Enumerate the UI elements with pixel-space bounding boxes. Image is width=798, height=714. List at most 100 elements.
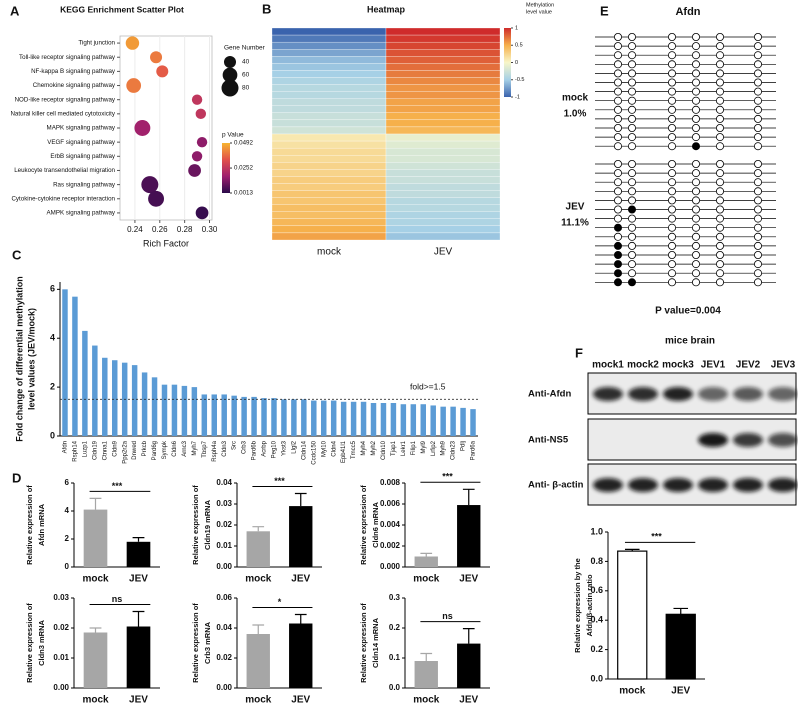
group-percent: 11.1% bbox=[561, 218, 589, 229]
cpg-site bbox=[716, 87, 725, 96]
cpg-site bbox=[668, 278, 677, 287]
heatmap-cell bbox=[271, 133, 387, 142]
cpg-site bbox=[754, 223, 763, 232]
cpg-site bbox=[628, 205, 637, 214]
heatmap-cell bbox=[385, 218, 501, 227]
blot-band bbox=[628, 478, 658, 492]
cpg-site bbox=[614, 105, 623, 114]
lane-label: JEV2 bbox=[736, 360, 761, 371]
bubble bbox=[150, 51, 163, 64]
error-bar bbox=[420, 652, 433, 661]
y-axis-label: Relative expression of bbox=[25, 485, 34, 565]
colorbar-tick-label: 0 bbox=[515, 60, 518, 66]
cpg-site bbox=[692, 42, 701, 51]
heatmap-cell bbox=[271, 49, 387, 57]
bubble bbox=[141, 176, 159, 194]
heatmap-cell bbox=[385, 183, 501, 191]
bar bbox=[665, 613, 696, 680]
colorbar-tick-label: 0.0013 bbox=[234, 190, 253, 197]
cpg-site bbox=[614, 232, 623, 241]
bar bbox=[350, 401, 357, 436]
cpg-site bbox=[754, 105, 763, 114]
x-tick-label: Tjap1 bbox=[391, 440, 397, 456]
panel-label: E bbox=[600, 3, 609, 18]
cpg-site bbox=[716, 196, 725, 205]
bar bbox=[112, 360, 118, 436]
y-axis-label: Crb3 mRNA bbox=[203, 621, 212, 664]
y-tick-label: 0 bbox=[65, 562, 70, 571]
cpg-site bbox=[668, 96, 677, 105]
heatmap-cell bbox=[385, 232, 501, 241]
cpg-site bbox=[614, 96, 623, 105]
x-tick-label: Tmcc5 bbox=[351, 440, 357, 459]
cpg-site bbox=[668, 60, 677, 69]
cpg-site bbox=[628, 87, 637, 96]
x-tick-label: JEV bbox=[129, 695, 148, 706]
bar bbox=[450, 406, 456, 436]
cpg-site bbox=[628, 269, 637, 278]
diagram-title: Afdn bbox=[675, 6, 700, 18]
bar bbox=[231, 395, 237, 436]
heatmap-cell bbox=[385, 169, 501, 177]
cpg-site bbox=[668, 69, 677, 78]
cpg-site bbox=[692, 78, 701, 87]
panel-label: D bbox=[12, 470, 21, 485]
cpg-site bbox=[614, 260, 623, 269]
cpg-site bbox=[716, 105, 725, 114]
y-tick-label: 0.04 bbox=[216, 478, 232, 487]
heatmap-cell bbox=[271, 218, 387, 227]
x-tick-label: Myl10 bbox=[321, 440, 327, 457]
y-tick-label: 0 bbox=[50, 430, 55, 440]
cpg-site bbox=[614, 33, 623, 42]
heatmap-cell bbox=[385, 41, 501, 50]
cpg-site bbox=[716, 269, 725, 278]
cpg-site bbox=[754, 51, 763, 60]
cpg-site bbox=[716, 60, 725, 69]
cpg-site bbox=[614, 205, 623, 214]
heatmap-cell bbox=[385, 27, 501, 36]
y-tick-label: 6 bbox=[65, 478, 70, 487]
cpg-site bbox=[614, 178, 623, 187]
x-tick-label: Src bbox=[232, 441, 238, 450]
x-tick-label: mock bbox=[82, 574, 109, 585]
y-axis-label: Afdn mRNA bbox=[37, 503, 46, 546]
cpg-site bbox=[628, 51, 637, 60]
y-tick-label: 0.1 bbox=[389, 653, 401, 662]
bar bbox=[102, 357, 108, 436]
cpg-site bbox=[614, 159, 623, 168]
cpg-site bbox=[628, 78, 637, 87]
cpg-site bbox=[668, 105, 677, 114]
x-tick-label: JEV bbox=[459, 574, 478, 585]
bar bbox=[289, 623, 313, 688]
cpg-site bbox=[754, 278, 763, 287]
cpg-site bbox=[716, 133, 725, 142]
cpg-site bbox=[754, 205, 763, 214]
cpg-site bbox=[668, 214, 677, 223]
cpg-site bbox=[692, 51, 701, 60]
heatmap-cell bbox=[385, 91, 501, 99]
heatmap-cell bbox=[271, 70, 387, 78]
cpg-site bbox=[614, 69, 623, 78]
bar bbox=[171, 384, 178, 436]
y-axis-label: level values (JEV/mock) bbox=[26, 308, 36, 410]
cpg-site bbox=[668, 33, 677, 42]
x-tick-label: Rsph4a bbox=[212, 440, 218, 461]
bubble bbox=[125, 36, 140, 50]
y-tick-label: NF-kappa B signaling pathway bbox=[31, 68, 116, 75]
x-tick-label: Pdlj bbox=[461, 441, 467, 451]
heatmap-cell bbox=[271, 84, 387, 92]
bar bbox=[440, 406, 446, 436]
bar bbox=[321, 400, 327, 436]
heatmap-cell bbox=[271, 63, 387, 71]
cpg-site bbox=[614, 250, 623, 259]
cpg-site bbox=[614, 278, 623, 287]
heatmap-cell bbox=[271, 204, 387, 212]
heatmap-cell bbox=[271, 155, 387, 163]
x-tick-label: Cldn23 bbox=[451, 440, 457, 460]
size-legend-marker bbox=[223, 55, 237, 69]
x-tick-label: Cldn9 bbox=[112, 440, 118, 456]
y-tick-label: 0.000 bbox=[380, 562, 401, 571]
x-tick-label: JEV bbox=[434, 247, 453, 258]
x-tick-label: Myh7 bbox=[192, 440, 198, 455]
x-tick-label: Crb3 bbox=[242, 440, 248, 454]
